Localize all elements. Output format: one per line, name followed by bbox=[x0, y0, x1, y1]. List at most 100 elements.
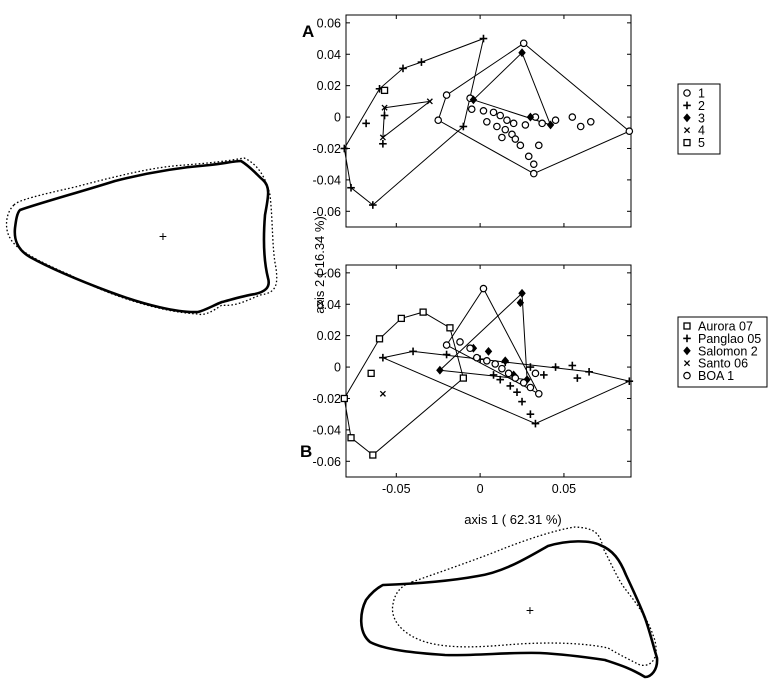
data-point bbox=[442, 341, 451, 349]
plot-a: -0.06 -0.04 -0.02 0 0.02 0.04 0.06 bbox=[313, 14, 634, 228]
data-point bbox=[417, 58, 426, 66]
y-tick-label: -0.02 bbox=[313, 392, 342, 406]
marker-diamond bbox=[526, 112, 535, 122]
data-point bbox=[573, 374, 582, 382]
marker-circle bbox=[483, 117, 491, 126]
data-point bbox=[467, 105, 476, 114]
legend-marker-3 bbox=[683, 113, 691, 123]
marker-circle bbox=[493, 122, 501, 131]
marker-circle bbox=[529, 169, 538, 178]
series-3 bbox=[469, 48, 555, 130]
series-5 bbox=[380, 86, 389, 95]
data-point bbox=[379, 139, 387, 148]
marker-circle bbox=[568, 113, 577, 121]
data-point bbox=[534, 141, 543, 150]
data-point bbox=[362, 119, 370, 128]
marker-diamond bbox=[518, 288, 526, 298]
series-boa-1 bbox=[442, 284, 543, 398]
data-point bbox=[526, 410, 535, 418]
marker-circle bbox=[531, 369, 540, 378]
data-point bbox=[483, 117, 491, 126]
marker-diamond bbox=[516, 298, 525, 308]
marker-diamond bbox=[683, 113, 691, 123]
y-tick-label: 0 bbox=[334, 111, 341, 125]
marker-diamond bbox=[683, 346, 691, 356]
data-point bbox=[375, 335, 384, 343]
marker-circle bbox=[683, 371, 691, 380]
data-point bbox=[379, 390, 386, 397]
series-4 bbox=[379, 98, 433, 141]
data-point bbox=[399, 64, 407, 73]
legend-label-5: 5 bbox=[698, 136, 705, 150]
marker-square bbox=[367, 369, 375, 378]
marker-circle bbox=[434, 116, 443, 125]
marker-x-b bbox=[379, 134, 386, 141]
marker-x-b bbox=[379, 390, 386, 397]
data-point bbox=[379, 353, 387, 362]
data-point bbox=[381, 104, 388, 111]
marker-x-b bbox=[381, 104, 388, 111]
data-point bbox=[538, 119, 546, 128]
data-point bbox=[489, 108, 498, 117]
outline-bottom-solid bbox=[359, 540, 659, 679]
marker-circle bbox=[511, 374, 520, 382]
data-point bbox=[479, 34, 488, 43]
data-point bbox=[434, 116, 443, 125]
legend-marker-salomon-2 bbox=[683, 346, 691, 356]
marker-square bbox=[369, 451, 377, 459]
data-point bbox=[531, 419, 540, 428]
data-point bbox=[347, 434, 355, 442]
data-point bbox=[340, 394, 348, 403]
marker-circle bbox=[501, 125, 510, 134]
data-point bbox=[496, 375, 505, 384]
data-point bbox=[511, 374, 520, 382]
marker-square bbox=[347, 434, 355, 442]
y-tick-label: -0.02 bbox=[313, 142, 342, 156]
hull-3 bbox=[472, 51, 552, 126]
marker-circle bbox=[524, 152, 533, 161]
plot-frame bbox=[345, 14, 632, 228]
data-point bbox=[546, 120, 555, 130]
outline-left-dotted bbox=[5, 157, 278, 316]
outline-bottom-dotted bbox=[391, 526, 657, 666]
hull-2 bbox=[343, 37, 485, 206]
series-aurora-07 bbox=[340, 308, 468, 459]
y-tick-label: -0.04 bbox=[313, 423, 342, 437]
legend-label-4: 4 bbox=[698, 124, 705, 138]
marker-diamond bbox=[484, 346, 493, 356]
hull-panglao-05 bbox=[381, 350, 631, 425]
data-point bbox=[516, 298, 525, 308]
data-point bbox=[479, 284, 488, 293]
marker-circle bbox=[479, 106, 488, 115]
data-point bbox=[534, 389, 543, 398]
data-point bbox=[436, 365, 444, 375]
y-tick-label: 0.04 bbox=[317, 48, 341, 62]
legend-label-2: 2 bbox=[698, 99, 705, 113]
data-point bbox=[456, 338, 464, 346]
marker-circle bbox=[586, 117, 595, 126]
data-point bbox=[419, 308, 427, 316]
marker-x-b bbox=[683, 360, 691, 367]
x-tick-label: 0.05 bbox=[552, 482, 576, 496]
legend-marker-4 bbox=[683, 127, 691, 134]
marker-circle bbox=[529, 160, 538, 168]
data-point bbox=[519, 378, 528, 387]
marker-circle bbox=[576, 122, 585, 131]
marker-square bbox=[380, 86, 389, 95]
data-point bbox=[586, 117, 595, 126]
data-point bbox=[426, 98, 433, 105]
marker-square bbox=[683, 322, 691, 330]
data-point bbox=[479, 106, 488, 115]
marker-circle bbox=[483, 356, 491, 365]
marker-circle bbox=[442, 91, 451, 99]
y-tick-label: -0.04 bbox=[313, 173, 342, 187]
marker-circle bbox=[498, 133, 506, 142]
data-point bbox=[540, 371, 548, 379]
marker-circle bbox=[551, 116, 560, 125]
marker-circle bbox=[498, 364, 506, 373]
y-tick-label: 0.02 bbox=[317, 329, 341, 343]
y-tick-label: -0.06 bbox=[313, 205, 342, 219]
data-point bbox=[469, 95, 478, 105]
data-point bbox=[367, 369, 375, 378]
